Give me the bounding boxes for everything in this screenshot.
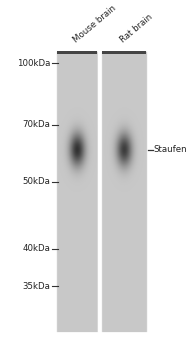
Text: Mouse brain: Mouse brain	[71, 4, 118, 44]
Bar	[57, 52, 97, 332]
Text: 35kDa: 35kDa	[22, 282, 50, 291]
Bar	[57, 51, 97, 54]
Bar	[101, 51, 146, 54]
Text: Rat brain: Rat brain	[118, 12, 154, 44]
Bar	[101, 52, 146, 332]
Text: 70kDa: 70kDa	[22, 120, 50, 130]
Text: Staufen: Staufen	[153, 146, 187, 154]
Text: 40kDa: 40kDa	[22, 244, 50, 253]
Text: 100kDa: 100kDa	[17, 59, 50, 68]
Text: 50kDa: 50kDa	[22, 177, 50, 186]
